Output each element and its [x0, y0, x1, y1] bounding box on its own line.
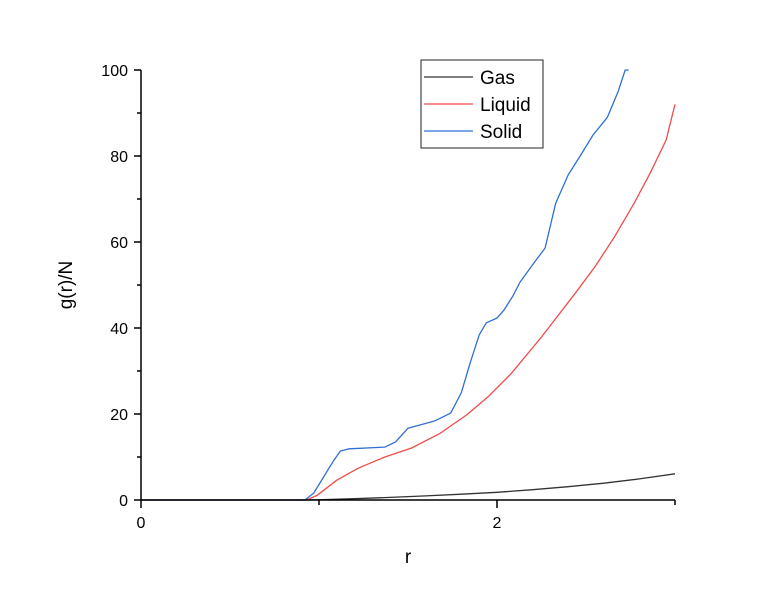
- series-line-solid: [141, 69, 629, 501]
- y-ticks: 0 20 40 60 80 100: [101, 63, 141, 510]
- x-axis-title: r: [405, 547, 412, 568]
- legend-items: Gas Liquid Solid: [424, 68, 531, 143]
- legend-label-solid: Solid: [480, 122, 522, 143]
- y-tick-label: 0: [119, 493, 128, 510]
- y-tick-label: 40: [110, 321, 128, 338]
- plot-area: [141, 69, 676, 501]
- legend-label-liquid: Liquid: [480, 95, 531, 116]
- legend-label-gas: Gas: [480, 68, 515, 89]
- x-tick-label: 2: [493, 515, 502, 532]
- y-tick-label: 80: [110, 149, 128, 166]
- series-line-liquid: [141, 104, 676, 501]
- y-tick-label: 60: [110, 235, 128, 252]
- series-layer: [141, 69, 676, 501]
- legend: Gas Liquid Solid: [420, 59, 544, 149]
- y-axis-title: g(r)/N: [56, 261, 77, 310]
- series-line-gas: [141, 473, 676, 501]
- x-tick-label: 0: [137, 515, 146, 532]
- y-tick-label: 20: [110, 407, 128, 424]
- y-tick-label: 100: [101, 63, 128, 80]
